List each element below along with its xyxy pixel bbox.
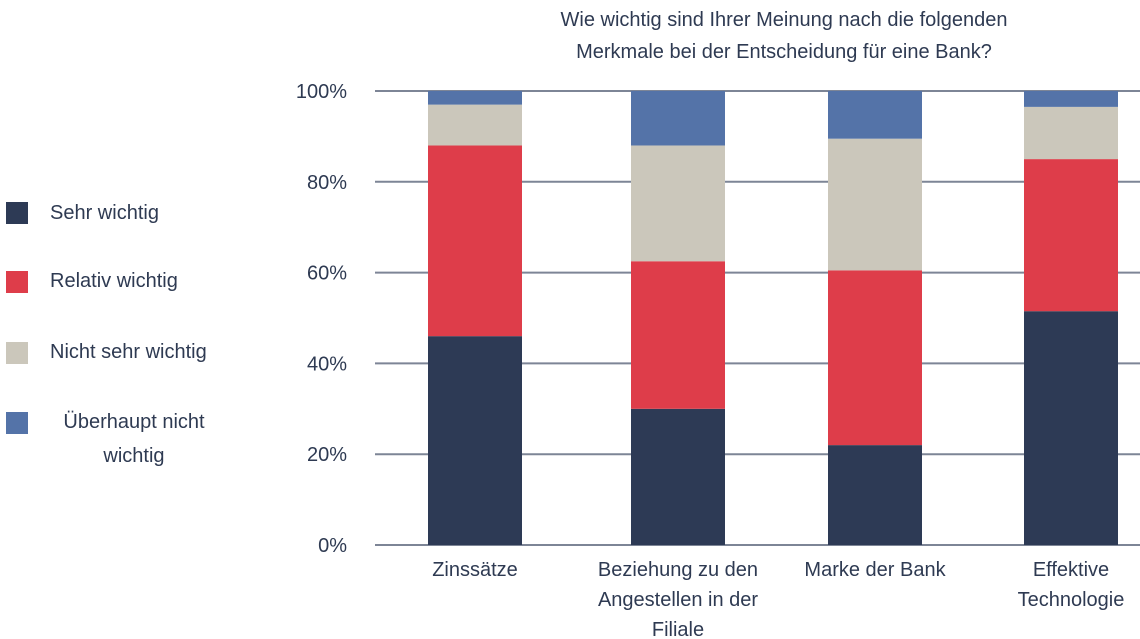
legend-swatch-relativ-wichtig [6,271,28,293]
legend-swatch-sehr-wichtig [6,202,28,224]
bars [428,91,1118,545]
chart-title: Wie wichtig sind Ihrer Meinung nach die … [484,4,1084,68]
bar-effektive-technologie-sehr-wichtig [1024,311,1118,545]
bar-marke-der-bank-nicht-sehr-wichtig [828,138,922,271]
chart-title-line-1: Wie wichtig sind Ihrer Meinung nach die … [560,9,1008,31]
bar-marke-der-bank-ueberhaupt-nicht-wichtig [828,91,922,139]
y-tick-label-60: 60% [307,263,347,285]
bar-zinssaetze-sehr-wichtig [428,336,522,545]
bar-effektive-technologie-ueberhaupt-nicht-wichtig [1024,91,1118,107]
legend-label-ueberhaupt-line-1: Überhaupt nicht [63,411,205,433]
y-tick-label-40: 40% [307,353,347,375]
legend-label-sehr-wichtig: Sehr wichtig [50,202,159,224]
legend-label-ueberhaupt-nicht-wichtig: Überhaupt nicht wichtig [50,405,218,473]
x-axis-category-labels: Zinssätze Beziehung zu den Angestellen in … [432,559,1124,639]
bar-marke-der-bank-sehr-wichtig [828,445,922,545]
bar-zinssaetze-nicht-sehr-wichtig [428,104,522,146]
x-tick-label-zinssaetze: Zinssätze [432,559,518,581]
legend-swatch-nicht-sehr-wichtig [6,342,28,364]
y-tick-label-100: 100% [296,81,347,103]
bar-marke-der-bank-relativ-wichtig [828,270,922,446]
bar-beziehung-zu-den-angeste-ueberhaupt-nicht-wichtig [631,91,725,146]
bar-beziehung-zu-den-angeste-relativ-wichtig [631,261,725,409]
bar-effektive-technologie-nicht-sehr-wichtig [1024,106,1118,160]
x-tick-label-effektive-technologie: Effektive Technologie [1018,559,1125,611]
legend-label-relativ-wichtig: Relativ wichtig [50,270,178,292]
chart-title-line-2: Merkmale bei der Entscheidung für eine B… [576,41,992,63]
y-tick-label-20: 20% [307,444,347,466]
bar-beziehung-zu-den-angeste-nicht-sehr-wichtig [631,145,725,262]
legend-label-ueberhaupt-line-2: wichtig [103,445,165,467]
x-tick-label-marke-der-bank: Marke der Bank [804,559,946,581]
bar-zinssaetze-relativ-wichtig [428,145,522,337]
legend-label-nicht-sehr-wichtig: Nicht sehr wichtig [50,341,207,363]
bar-zinssaetze-ueberhaupt-nicht-wichtig [428,91,522,105]
legend-swatch-ueberhaupt-nicht-wichtig [6,412,28,434]
bar-effektive-technologie-relativ-wichtig [1024,159,1118,312]
y-axis-tick-labels: 0% 20% 40% 60% 80% 100% [296,81,347,557]
x-tick-label-beziehung-zu-den-angeste: Beziehung zu den Angestellen in der Filial… [598,559,758,639]
y-tick-label-0: 0% [318,535,347,557]
bar-beziehung-zu-den-angeste-sehr-wichtig [631,408,725,545]
y-tick-label-80: 80% [307,172,347,194]
